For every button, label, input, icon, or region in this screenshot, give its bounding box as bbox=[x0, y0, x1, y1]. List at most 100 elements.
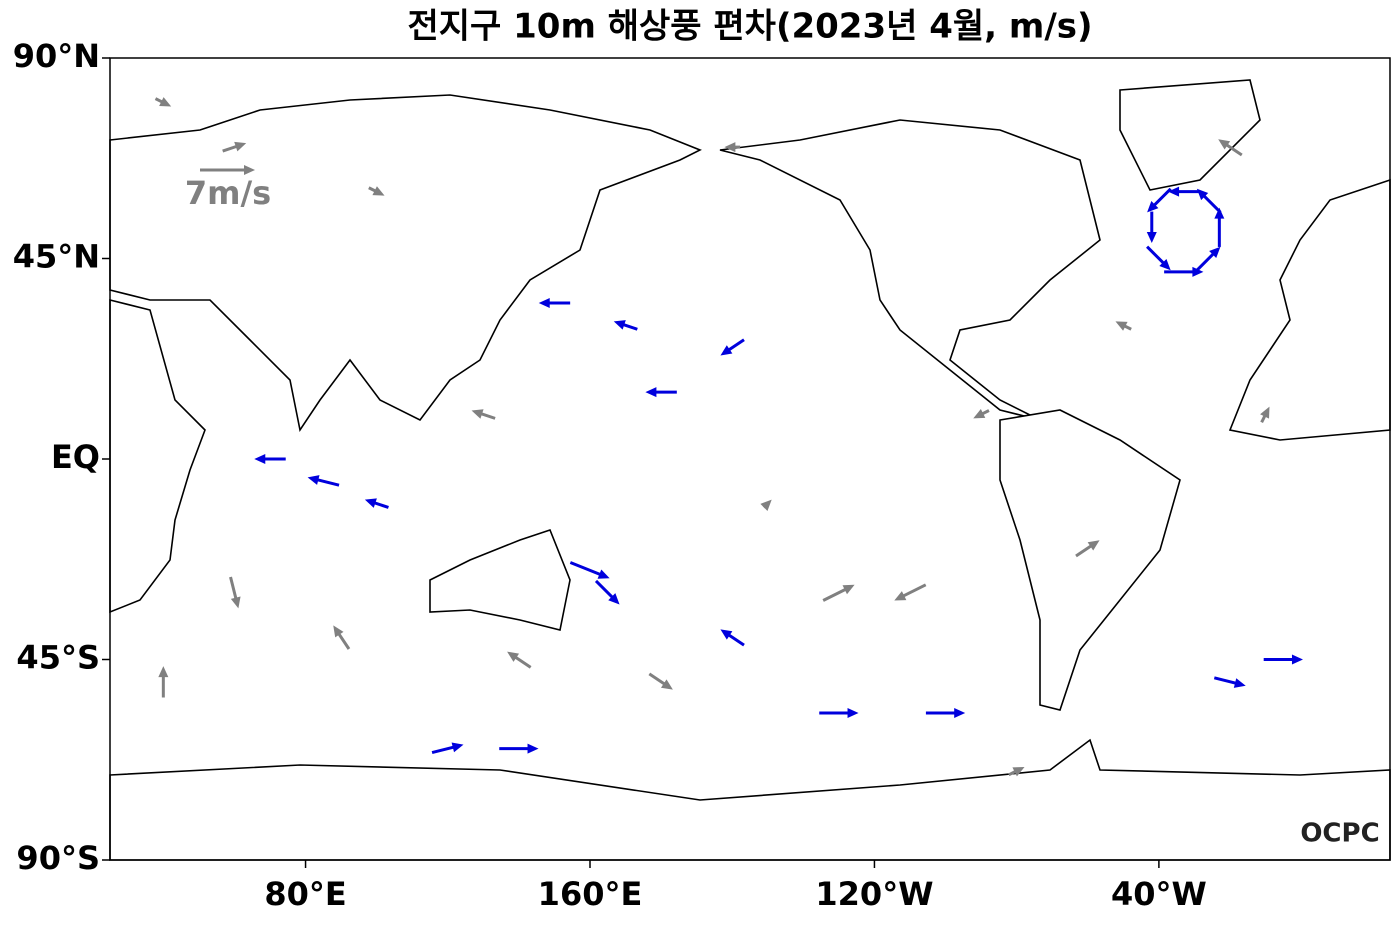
vector-head bbox=[608, 593, 620, 605]
vector-head bbox=[538, 298, 550, 309]
vector-shaft bbox=[594, 579, 616, 601]
wind-vector bbox=[507, 651, 532, 669]
africa bbox=[109, 298, 206, 614]
north-america bbox=[719, 119, 1101, 421]
wind-vectors bbox=[154, 97, 1303, 777]
vector-head bbox=[471, 409, 484, 419]
vector-shaft bbox=[336, 631, 351, 650]
south-america bbox=[999, 409, 1181, 711]
wind-vector bbox=[594, 579, 620, 605]
wind-vector bbox=[471, 409, 496, 420]
x-tick-label: 40°W bbox=[1111, 875, 1207, 913]
wind-vector bbox=[648, 672, 673, 690]
wind-vector bbox=[1008, 766, 1025, 777]
vector-head bbox=[1147, 201, 1159, 213]
wind-vector bbox=[1263, 654, 1303, 665]
vector-head bbox=[1115, 321, 1128, 331]
wind-vector bbox=[158, 666, 169, 698]
vector-shaft bbox=[726, 338, 745, 353]
wind-vector bbox=[1195, 246, 1221, 272]
wind-vector bbox=[1146, 245, 1171, 271]
vector-shaft bbox=[1075, 543, 1094, 558]
reference-label: 7m/s bbox=[185, 174, 271, 212]
wind-vector bbox=[1115, 321, 1132, 331]
vector-head bbox=[1146, 232, 1157, 244]
wind-vector bbox=[1218, 139, 1243, 157]
vector-head bbox=[1012, 766, 1025, 777]
vector-head bbox=[1159, 258, 1171, 271]
vector-head bbox=[894, 591, 907, 601]
wind-vector bbox=[760, 499, 772, 511]
wind-vector bbox=[645, 387, 677, 398]
wind-vector bbox=[1147, 187, 1172, 213]
vector-head bbox=[842, 584, 855, 595]
x-tick-label: 160°E bbox=[538, 875, 643, 913]
vector-head bbox=[760, 499, 772, 511]
wind-vector bbox=[720, 338, 745, 356]
wind-vector bbox=[724, 142, 741, 153]
wind-vector bbox=[431, 742, 464, 754]
wind-vector bbox=[819, 707, 859, 718]
eurasia bbox=[109, 94, 702, 433]
vector-head bbox=[364, 498, 377, 508]
vector-head bbox=[158, 666, 169, 678]
wind-vector bbox=[1168, 186, 1200, 197]
wind-vector bbox=[925, 707, 966, 718]
wind-vector bbox=[569, 561, 610, 579]
vector-head bbox=[333, 625, 344, 638]
vector-shaft bbox=[569, 561, 604, 577]
vector-head bbox=[1218, 139, 1231, 150]
y-tick-label: EQ bbox=[51, 438, 100, 476]
wind-vector bbox=[154, 97, 172, 107]
vector-head bbox=[1168, 186, 1180, 197]
wind-vector bbox=[822, 584, 855, 602]
wind-vector bbox=[1196, 188, 1222, 214]
wind-vector bbox=[538, 298, 571, 309]
europe bbox=[1228, 178, 1391, 441]
vector-head bbox=[720, 629, 733, 640]
vector-shaft bbox=[1201, 193, 1222, 214]
wind-vector bbox=[333, 625, 351, 650]
logo: OCPC bbox=[1300, 819, 1379, 849]
vector-head bbox=[724, 142, 736, 153]
vector-head bbox=[230, 596, 241, 609]
wind-vector bbox=[1075, 540, 1100, 558]
vector-shaft bbox=[512, 654, 532, 669]
vector-head bbox=[254, 454, 266, 464]
wind-vector bbox=[720, 629, 745, 647]
wind-vector bbox=[254, 454, 286, 464]
vector-head bbox=[1209, 246, 1221, 259]
vector-head bbox=[307, 475, 320, 485]
vector-head bbox=[507, 651, 520, 662]
vector-head bbox=[660, 679, 673, 690]
y-tick-label: 90°N bbox=[13, 37, 100, 75]
wind-vector bbox=[307, 475, 340, 487]
wind-vector bbox=[973, 408, 990, 419]
wind-vector bbox=[222, 141, 247, 153]
vector-shaft bbox=[1151, 187, 1172, 208]
wind-vector bbox=[200, 165, 255, 175]
vector-shaft bbox=[229, 576, 238, 602]
vector-shaft bbox=[1146, 245, 1167, 266]
vector-shaft bbox=[822, 586, 849, 602]
vector-head bbox=[244, 165, 255, 175]
wind-vector bbox=[1260, 406, 1270, 423]
antarctica bbox=[109, 738, 1391, 861]
vector-head bbox=[527, 743, 539, 754]
x-tick-label: 120°W bbox=[815, 875, 933, 913]
vector-head bbox=[847, 707, 859, 718]
vector-head bbox=[159, 97, 172, 107]
vector-head bbox=[1233, 678, 1246, 688]
wind-vector bbox=[1213, 676, 1246, 688]
vector-shaft bbox=[900, 583, 927, 599]
wind-vector bbox=[1164, 266, 1204, 277]
wind-vector bbox=[368, 186, 385, 196]
wind-vector bbox=[613, 320, 638, 331]
wind-vector bbox=[1214, 207, 1225, 247]
y-tick-label: 90°S bbox=[16, 839, 100, 877]
vector-head bbox=[973, 408, 986, 419]
y-tick-label: 45°S bbox=[16, 639, 100, 677]
wind-vector bbox=[229, 576, 241, 609]
title: 전지구 10m 해상풍 편차(2023년 4월, m/s) bbox=[407, 7, 1092, 47]
